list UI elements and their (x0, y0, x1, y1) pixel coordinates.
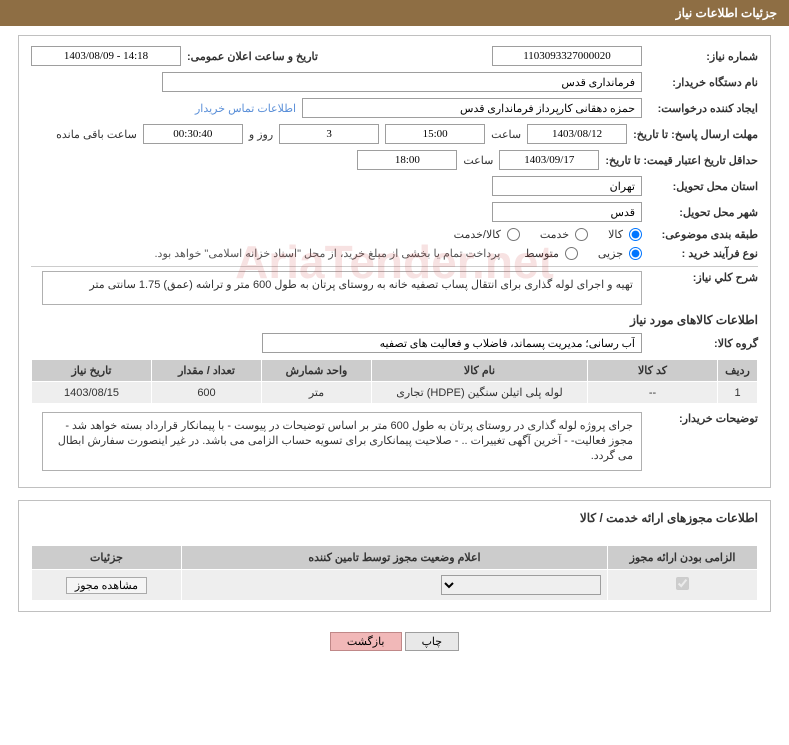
goods-th: تعداد / مقدار (152, 360, 262, 382)
deliver-city-input[interactable] (492, 202, 642, 222)
proc-partial-radio[interactable] (629, 247, 642, 260)
goods-info-title: اطلاعات کالاهای مورد نياز (31, 313, 758, 327)
time-label-2: ساعت (463, 154, 493, 167)
goods-th: تاریخ نیاز (32, 360, 152, 382)
cat-service-radio[interactable] (575, 228, 588, 241)
table-cell: -- (588, 382, 718, 404)
permit-row: مشاهده مجوز (32, 570, 758, 601)
permit-status-select[interactable] (441, 575, 601, 595)
table-cell: متر (262, 382, 372, 404)
permit-title: اطلاعات مجوزهای ارائه خدمت / کالا (31, 511, 758, 525)
validity-date-input[interactable] (499, 150, 599, 170)
days-input[interactable] (279, 124, 379, 144)
remaining-label: ساعت باقی مانده (56, 128, 137, 141)
permit-table: الزامی بودن ارائه مجوزاعلام وضعیت مجوز ت… (31, 545, 758, 601)
permit-th: اعلام وضعیت مجوز توسط تامین کننده (182, 546, 608, 570)
buyer-org-input[interactable] (162, 72, 642, 92)
need-no-label: شماره نیاز: (648, 50, 758, 63)
table-cell: 1403/08/15 (32, 382, 152, 404)
page-title: جزئیات اطلاعات نیاز (676, 6, 777, 20)
footer-buttons: چاپ بازگشت (18, 624, 771, 659)
announce-label: تاریخ و ساعت اعلان عمومی: (187, 50, 318, 63)
validity-time-input[interactable] (357, 150, 457, 170)
summary-text: تهیه و اجرای لوله گذاری برای انتقال پساب… (42, 271, 642, 305)
buyer-org-label: نام دستگاه خریدار: (648, 76, 758, 89)
return-button[interactable]: بازگشت (330, 632, 402, 651)
main-panel: AriaTender.net شماره نیاز: تاریخ و ساعت … (18, 35, 771, 488)
mandatory-checkbox[interactable] (676, 577, 689, 590)
need-no-input[interactable] (492, 46, 642, 66)
permit-th: جزئیات (32, 546, 182, 570)
goods-table: ردیفکد کالانام کالاواحد شمارشتعداد / مقد… (31, 359, 758, 404)
buyer-notes-label: توضيحات خريدار: (648, 412, 758, 425)
cat-service-label: خدمت (540, 228, 569, 241)
view-permit-button[interactable]: مشاهده مجوز (66, 577, 147, 594)
process-note: پرداخت تمام یا بخشی از مبلغ خرید، از محل… (155, 247, 501, 260)
deliver-city-label: شهر محل تحویل: (648, 206, 758, 219)
time-label-1: ساعت (491, 128, 521, 141)
permit-panel: اطلاعات مجوزهای ارائه خدمت / کالا الزامی… (18, 500, 771, 612)
goods-group-label: گروه کالا: (648, 337, 758, 350)
deadline-time-input[interactable] (385, 124, 485, 144)
proc-partial-label: جزیی (598, 247, 623, 260)
permit-th: الزامی بودن ارائه مجوز (608, 546, 758, 570)
requester-input[interactable] (302, 98, 642, 118)
proc-medium-radio[interactable] (565, 247, 578, 260)
announce-input[interactable] (31, 46, 181, 66)
buyer-contact-link[interactable]: اطلاعات تماس خریدار (195, 102, 296, 115)
process-label: نوع فرآیند خرید : (648, 247, 758, 260)
cat-both-label: کالا/خدمت (454, 228, 501, 241)
page-header: جزئیات اطلاعات نیاز (0, 0, 789, 26)
deliver-prov-label: استان محل تحویل: (648, 180, 758, 193)
goods-group-input[interactable] (262, 333, 642, 353)
table-cell: لوله پلی اتیلن سنگین (HDPE) تجاری (372, 382, 588, 404)
print-button[interactable]: چاپ (405, 632, 460, 651)
summary-label: شرح کلي نياز: (648, 271, 758, 284)
goods-th: واحد شمارش (262, 360, 372, 382)
table-cell: 600 (152, 382, 262, 404)
days-and-label: روز و (249, 128, 273, 141)
requester-label: ایجاد کننده درخواست: (648, 102, 758, 115)
countdown-input[interactable] (143, 124, 243, 144)
cat-goods-label: کالا (608, 228, 623, 241)
goods-th: ردیف (718, 360, 758, 382)
category-label: طبقه بندی موضوعی: (648, 228, 758, 241)
cat-both-radio[interactable] (507, 228, 520, 241)
table-row: 1--لوله پلی اتیلن سنگین (HDPE) تجاریمتر6… (32, 382, 758, 404)
deliver-prov-input[interactable] (492, 176, 642, 196)
validity-label: حداقل تاریخ اعتبار قیمت: تا تاریخ: (605, 154, 758, 167)
goods-th: نام کالا (372, 360, 588, 382)
separator (31, 266, 758, 267)
proc-medium-label: متوسط (524, 247, 559, 260)
cat-goods-radio[interactable] (629, 228, 642, 241)
table-cell: 1 (718, 382, 758, 404)
goods-th: کد کالا (588, 360, 718, 382)
deadline-date-input[interactable] (527, 124, 627, 144)
deadline-label: مهلت ارسال پاسخ: تا تاریخ: (633, 128, 758, 141)
buyer-notes-text: جرای پروژه لوله گذاری در روستای پرتان به… (42, 412, 642, 471)
